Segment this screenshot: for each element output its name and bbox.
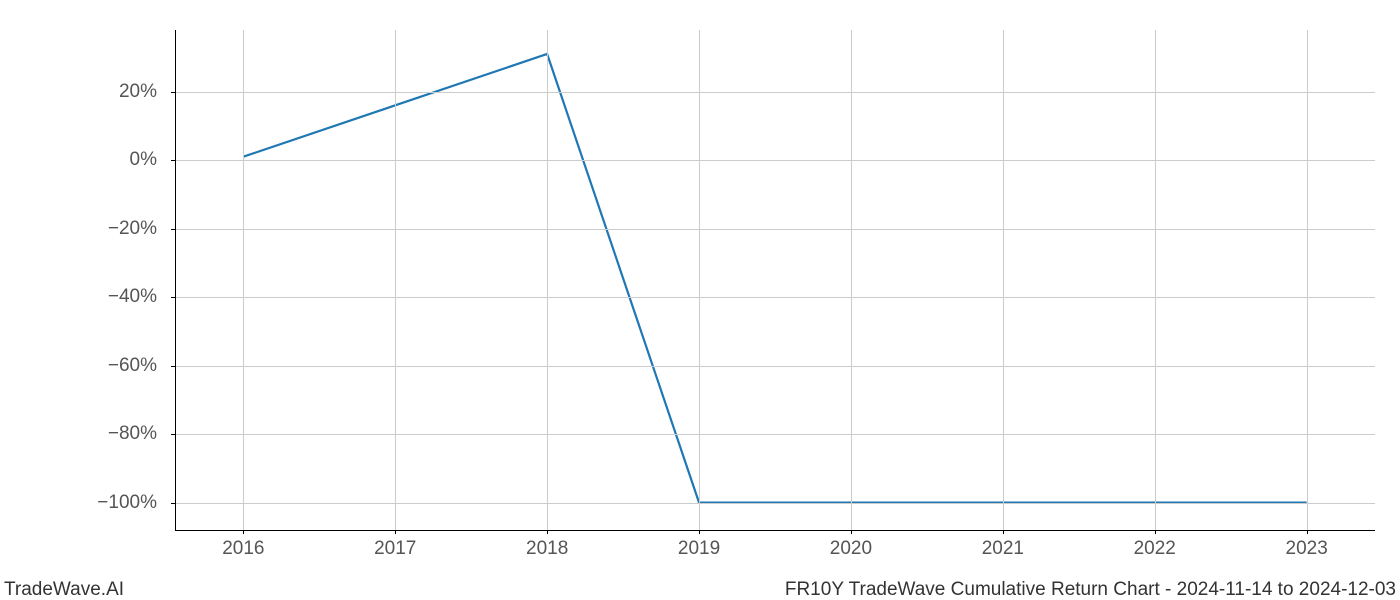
- x-tick-label: 2022: [1134, 538, 1176, 560]
- grid-line-horizontal: [175, 160, 1375, 161]
- y-tick-label: −80%: [108, 423, 157, 445]
- chart-container: TradeWave.AI FR10Y TradeWave Cumulative …: [0, 0, 1400, 600]
- x-tick-label: 2020: [830, 538, 872, 560]
- grid-line-horizontal: [175, 92, 1375, 93]
- y-tick-label: 20%: [119, 81, 157, 103]
- grid-line-vertical: [851, 30, 852, 530]
- x-tick-label: 2023: [1286, 538, 1328, 560]
- y-tick-label: 0%: [130, 149, 157, 171]
- grid-line-vertical: [395, 30, 396, 530]
- y-tick-label: −20%: [108, 218, 157, 240]
- x-tick-label: 2018: [526, 538, 568, 560]
- grid-line-vertical: [1307, 30, 1308, 530]
- grid-line-vertical: [243, 30, 244, 530]
- x-tick-label: 2019: [678, 538, 720, 560]
- grid-line-vertical: [699, 30, 700, 530]
- y-axis-spine: [175, 30, 176, 530]
- y-tick-label: −60%: [108, 355, 157, 377]
- line-series: [243, 54, 1306, 503]
- grid-line-vertical: [1003, 30, 1004, 530]
- grid-line-horizontal: [175, 229, 1375, 230]
- plot-area: [175, 30, 1375, 530]
- grid-line-vertical: [547, 30, 548, 530]
- grid-line-horizontal: [175, 366, 1375, 367]
- grid-line-horizontal: [175, 503, 1375, 504]
- x-tick-label: 2021: [982, 538, 1024, 560]
- chart-title-footer: FR10Y TradeWave Cumulative Return Chart …: [785, 579, 1396, 600]
- grid-line-vertical: [1155, 30, 1156, 530]
- x-tick-label: 2016: [222, 538, 264, 560]
- grid-line-horizontal: [175, 434, 1375, 435]
- grid-line-horizontal: [175, 297, 1375, 298]
- watermark-left: TradeWave.AI: [4, 579, 124, 600]
- x-tick-label: 2017: [374, 538, 416, 560]
- x-axis-spine: [175, 530, 1375, 531]
- y-tick-label: −100%: [97, 492, 157, 514]
- y-tick-label: −40%: [108, 286, 157, 308]
- line-series-layer: [175, 30, 1375, 530]
